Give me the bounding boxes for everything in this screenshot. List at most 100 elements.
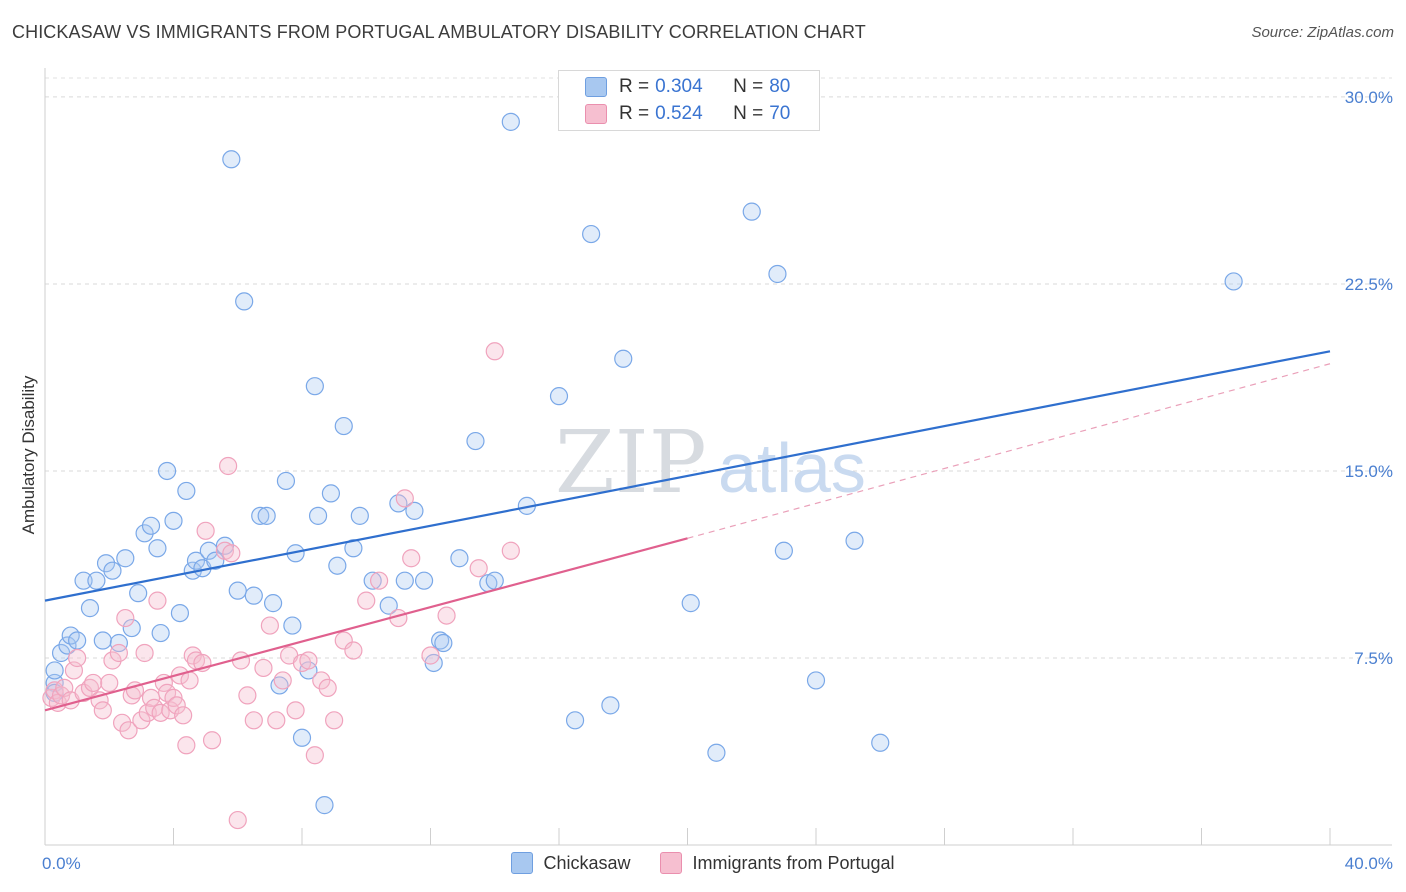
data-points (42, 95, 1243, 830)
point-portugal (273, 671, 292, 690)
legend-n-value: 70 (769, 103, 791, 124)
axes (44, 68, 1392, 846)
point-portugal (485, 342, 504, 361)
y-tick-label: 22.5% (1345, 275, 1393, 294)
point-chickasaw (276, 471, 296, 491)
legend-item-portugal: Immigrants from Portugal (660, 852, 895, 874)
point-chickasaw (1224, 272, 1243, 291)
point-chickasaw (308, 506, 328, 525)
point-portugal (219, 456, 238, 476)
point-portugal (202, 731, 222, 750)
point-chickasaw (151, 623, 170, 643)
point-chickasaw (58, 636, 77, 655)
trend-lines (44, 350, 1331, 712)
legend-n-value: 80 (769, 76, 791, 97)
point-chickasaw (103, 561, 122, 580)
point-portugal (177, 736, 196, 755)
point-chickasaw (148, 539, 167, 558)
legend-r-label: R = (619, 103, 650, 124)
point-chickasaw (141, 516, 161, 535)
point-portugal (238, 686, 257, 705)
point-chickasaw (283, 616, 302, 635)
point-chickasaw (164, 511, 183, 530)
point-portugal (103, 651, 122, 670)
legend-r-label: R = (619, 76, 650, 97)
legend-n-label: N = (733, 103, 764, 124)
x-tick-label: 0.0% (42, 854, 81, 873)
point-chickasaw (87, 571, 106, 590)
point-chickasaw (244, 586, 263, 605)
point-portugal (395, 489, 414, 508)
point-portugal (180, 671, 199, 690)
point-portugal (344, 641, 363, 660)
point-portugal (132, 711, 151, 730)
point-chickasaw (186, 551, 206, 570)
point-portugal (260, 616, 279, 635)
point-portugal (100, 673, 119, 693)
point-portugal (84, 673, 103, 693)
legend-item-chickasaw: Chickasaw (511, 852, 630, 874)
legend-row-chickasaw: R = 0.304 N = 80 (585, 75, 790, 99)
point-chickasaw (601, 696, 620, 715)
point-chickasaw (68, 631, 87, 650)
point-chickasaw (485, 571, 504, 590)
point-portugal (501, 541, 520, 560)
point-chickasaw (170, 603, 190, 623)
point-portugal (112, 713, 132, 732)
legend-swatch-blue (585, 77, 607, 97)
point-portugal (318, 678, 337, 698)
point-chickasaw (315, 796, 334, 815)
legend-label: Chickasaw (543, 852, 631, 873)
point-chickasaw (305, 377, 324, 396)
point-portugal (93, 701, 112, 720)
point-portugal (183, 646, 202, 665)
y-tick-label: 7.5% (1354, 649, 1393, 668)
point-chickasaw (177, 481, 196, 501)
point-portugal (228, 810, 247, 830)
point-portugal (402, 549, 421, 568)
legend-row-portugal: R = 0.524 N = 70 (585, 102, 790, 126)
point-chickasaw (80, 599, 100, 618)
point-chickasaw (450, 549, 469, 568)
point-chickasaw (707, 743, 726, 762)
point-chickasaw (45, 661, 64, 680)
point-portugal (254, 658, 273, 678)
point-portugal (196, 521, 215, 540)
point-chickasaw (263, 594, 283, 613)
point-chickasaw (501, 112, 520, 131)
legend-r-value: 0.524 (655, 103, 703, 124)
point-portugal (299, 651, 318, 670)
point-chickasaw (395, 571, 414, 590)
point-portugal (357, 591, 376, 610)
point-chickasaw (434, 633, 453, 653)
point-chickasaw (215, 536, 234, 555)
source-credit: Source: ZipAtlas.com (1251, 24, 1394, 41)
point-chickasaw (681, 594, 700, 613)
point-portugal (286, 701, 305, 720)
correlation-legend: R = 0.304 N = 80 R = 0.524 N = 70 (558, 70, 820, 131)
point-chickasaw (405, 501, 424, 520)
point-portugal (437, 606, 456, 625)
point-portugal (222, 544, 241, 563)
point-chickasaw (116, 549, 135, 568)
point-chickasaw (582, 224, 601, 244)
x-tick-label: 40.0% (1345, 854, 1393, 873)
trend-line-portugal (44, 537, 688, 712)
point-chickasaw (235, 292, 254, 311)
point-portugal (469, 559, 488, 578)
series-legend: Chickasaw Immigrants from Portugal (0, 852, 1406, 874)
point-portugal (312, 671, 331, 690)
point-portugal (174, 706, 193, 725)
point-portugal (421, 646, 440, 665)
point-chickasaw (222, 150, 241, 169)
point-chickasaw (774, 541, 793, 560)
point-chickasaw (768, 264, 787, 284)
point-chickasaw (363, 571, 382, 590)
point-chickasaw (93, 631, 112, 650)
watermark-atlas: atlas (718, 429, 866, 507)
point-chickasaw (871, 733, 890, 752)
point-chickasaw (299, 661, 318, 680)
point-chickasaw (122, 618, 141, 638)
point-portugal (109, 643, 128, 663)
